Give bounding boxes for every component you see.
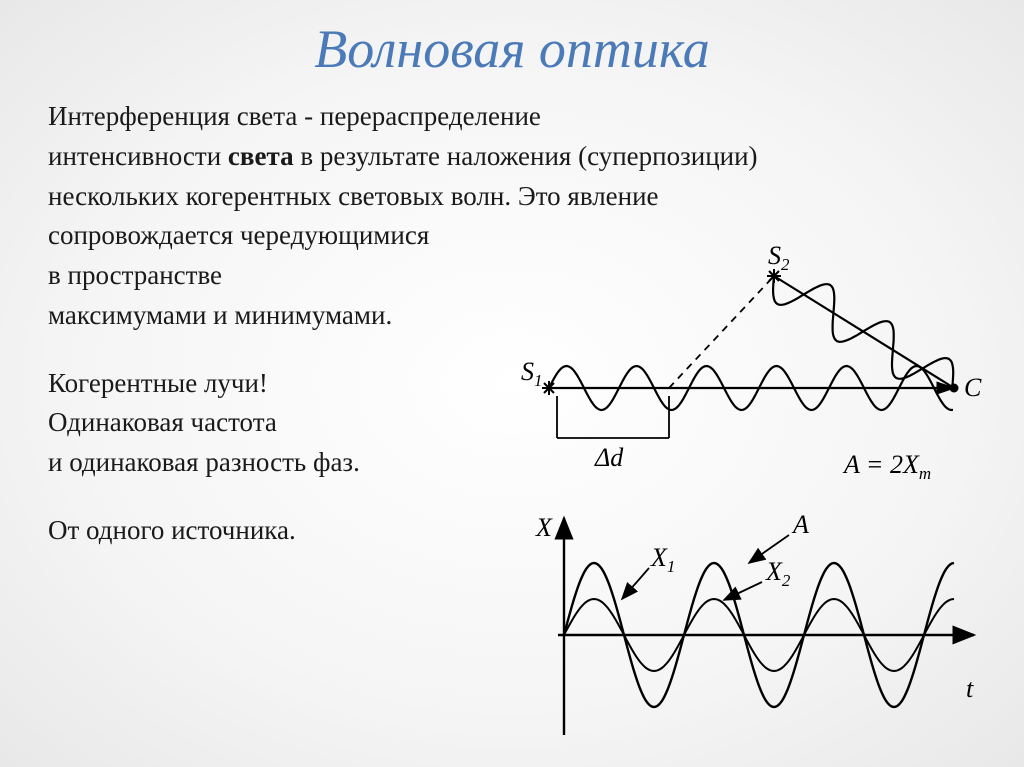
coherent-line-2: Одинаковая частота	[48, 406, 478, 440]
intro-l2-b: света	[228, 141, 294, 171]
coherent-line-3: и одинаковая разность фаз.	[48, 446, 478, 480]
intro-l2-c: в результате наложения (суперпозиции)	[294, 141, 758, 171]
intro-line-5: в пространстве	[48, 259, 478, 293]
svg-text:S2: S2	[768, 241, 790, 274]
intro-line-6: максимумами и минимумами.	[48, 299, 478, 333]
svg-text:X2: X2	[765, 557, 791, 590]
intro-line-1: Интерференция света - перераспределение	[48, 100, 968, 134]
coherent-line-1: Когерентные лучи!	[48, 367, 478, 401]
intro-line-4: сопровождается чередующимися	[48, 219, 478, 253]
svg-text:X: X	[535, 513, 553, 542]
intro-line-3: нескольких когерентных световых волн. Эт…	[48, 180, 968, 214]
svg-text:C: C	[964, 373, 982, 402]
svg-text:Δd: Δd	[594, 443, 624, 472]
svg-text:A: A	[791, 510, 809, 539]
superposition-graph-figure: Xt A X1 X2	[494, 500, 994, 750]
intro-line-2: интенсивности света в результате наложен…	[48, 140, 968, 174]
svg-text:X1: X1	[650, 543, 675, 576]
svg-text:S1: S1	[521, 357, 542, 390]
svg-text:A = 2Xm: A = 2Xm	[842, 450, 931, 483]
source-line: От одного источника.	[48, 514, 478, 548]
page-title: Волновая оптика	[0, 0, 1024, 80]
svg-text:t: t	[966, 674, 974, 703]
intro-l2-a: интенсивности	[48, 141, 228, 171]
interference-sources-figure: S1 S2 C Δd A = 2Xm	[494, 238, 994, 488]
